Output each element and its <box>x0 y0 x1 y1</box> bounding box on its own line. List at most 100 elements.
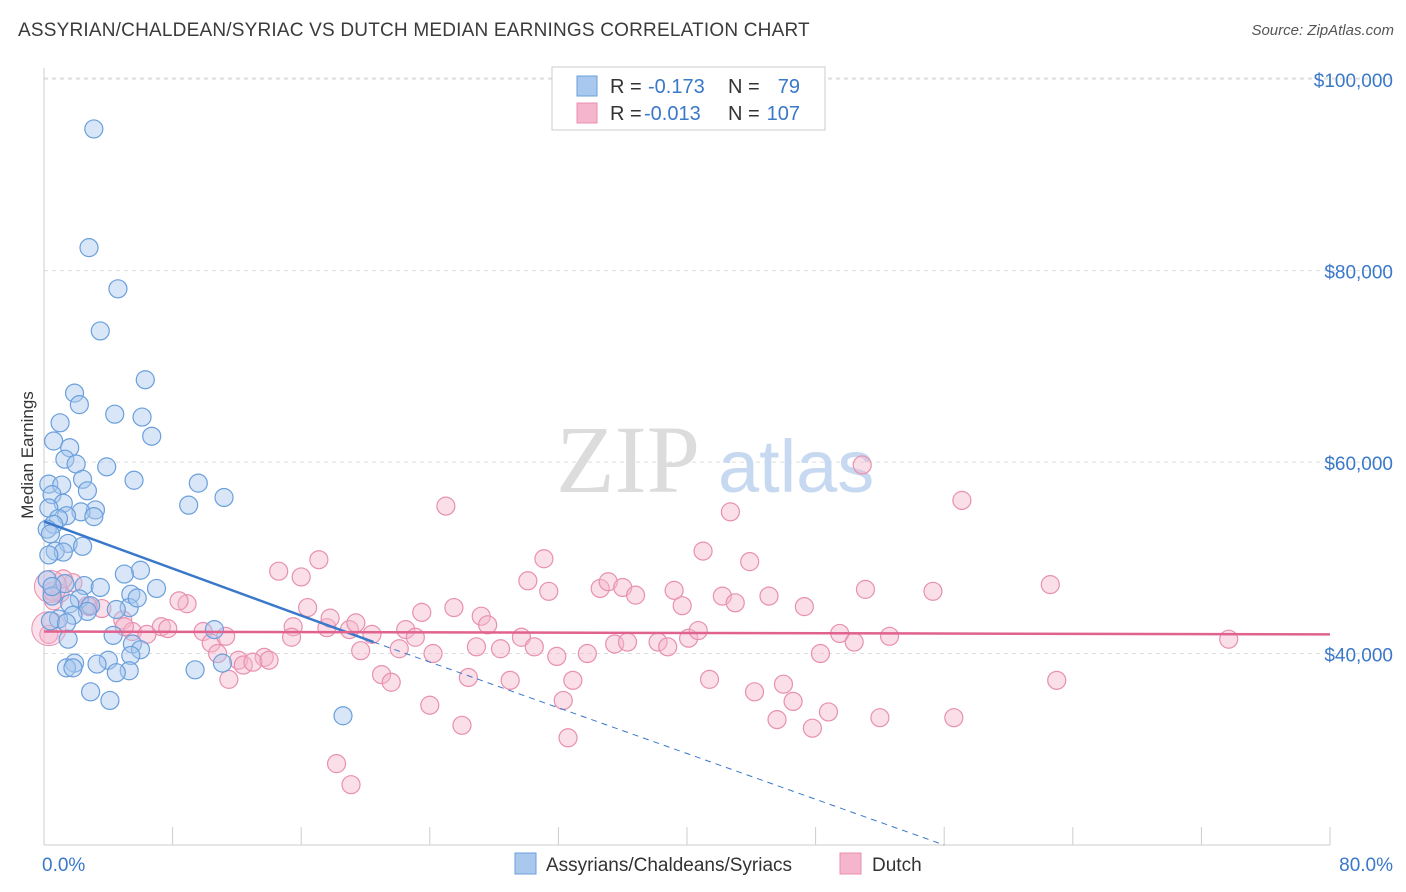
assyrian-point-12 <box>60 438 80 458</box>
watermark-zip: ZIP <box>556 406 700 513</box>
dutch-point-6 <box>169 591 189 611</box>
dutch-point-68 <box>625 585 646 605</box>
dutch-point-54 <box>518 571 538 591</box>
assyrian-point-73 <box>106 663 126 683</box>
dutch-point-76 <box>699 669 720 689</box>
assyrian-point-21 <box>77 481 98 501</box>
assyrian-point-15 <box>97 457 117 477</box>
dutch-point-80 <box>740 552 760 572</box>
assyrian-point-39 <box>39 545 59 565</box>
dutch-point-63 <box>590 578 610 599</box>
dutch-cluster-point-0 <box>33 570 67 604</box>
dutch-point-99 <box>1040 575 1060 595</box>
assyrian-point-7 <box>105 404 125 424</box>
y-tick-label-0: $40,000 <box>1324 646 1393 667</box>
dutch-point-38 <box>389 639 409 659</box>
legend-r-label-2: R = <box>610 103 642 125</box>
assyrian-point-3 <box>90 321 110 341</box>
legend-n-label-2: N = <box>728 103 760 125</box>
assyrian-point-8 <box>132 407 152 427</box>
dutch-point-52 <box>500 670 520 690</box>
dutch-point-92 <box>852 455 872 475</box>
dutch-point-96 <box>923 581 943 601</box>
assyrian-point-54 <box>77 601 98 622</box>
assyrian-point-10 <box>142 426 162 446</box>
dutch-point-67 <box>617 632 638 652</box>
y-tick-label-2: $80,000 <box>1324 263 1393 284</box>
dutch-point-75 <box>693 541 713 561</box>
dutch-point-86 <box>794 597 814 617</box>
assyrian-point-64 <box>121 645 141 666</box>
dutch-point-60 <box>558 728 578 748</box>
dutch-point-61 <box>563 670 583 690</box>
assyrian-point-16 <box>72 469 93 489</box>
dutch-point-44 <box>436 496 456 516</box>
dutch-point-100 <box>1047 670 1067 690</box>
dutch-point-36 <box>371 664 392 685</box>
assyrian-point-53 <box>106 599 126 620</box>
assyrian-point-59 <box>204 620 224 640</box>
y-tick-label-1: $60,000 <box>1324 454 1393 475</box>
dutch-point-48 <box>466 637 487 657</box>
dutch-point-105 <box>158 619 178 639</box>
dutch-point-34 <box>351 641 371 661</box>
series-legend: Assyrians/Chaldeans/Syriacs Dutch <box>514 852 922 876</box>
watermark-atlas: atlas <box>718 425 874 508</box>
assyrian-point-23 <box>214 487 234 508</box>
dutch-point-5 <box>92 598 112 619</box>
legend-r-value-2: -0.013 <box>644 103 701 125</box>
dutch-point-59 <box>553 690 573 711</box>
dutch-point-27 <box>298 597 318 618</box>
series-legend-label-blue: Assyrians/Chaldeans/Syriacs <box>546 855 792 876</box>
dutch-point-101 <box>1219 629 1239 649</box>
assyrian-trend-line <box>43 520 374 644</box>
legend-r-label-1: R = <box>610 76 642 98</box>
dutch-point-23 <box>291 567 311 587</box>
dutch-point-57 <box>539 581 559 601</box>
assyrian-point-78 <box>127 588 147 608</box>
dutch-point-97 <box>944 708 964 728</box>
dutch-point-87 <box>802 718 822 738</box>
dutch-point-22 <box>269 561 289 581</box>
series-legend-label-pink: Dutch <box>872 855 922 876</box>
dutch-point-55 <box>524 637 544 657</box>
dutch-point-82 <box>759 586 779 606</box>
dutch-point-74 <box>688 620 708 641</box>
assyrian-point-9 <box>50 413 70 433</box>
dutch-point-43 <box>420 695 440 715</box>
dutch-point-56 <box>534 549 554 569</box>
assyrian-point-61 <box>58 629 78 649</box>
dutch-point-91 <box>844 632 864 652</box>
dutch-point-16 <box>208 643 228 664</box>
dutch-point-20 <box>219 669 239 689</box>
assyrian-point-38 <box>53 542 73 562</box>
dutch-point-0 <box>63 573 83 593</box>
y-axis-label: Median Earnings <box>18 391 37 519</box>
dutch-trend-line <box>43 630 1331 636</box>
dutch-point-50 <box>478 615 498 635</box>
assyrian-point-51 <box>81 596 101 616</box>
dutch-point-41 <box>412 602 432 622</box>
dutch-point-31 <box>346 613 366 633</box>
legend-n-value-1: 79 <box>778 76 800 98</box>
assyrian-point-60 <box>103 625 123 645</box>
dutch-point-64 <box>598 572 618 592</box>
assyrian-point-24 <box>53 493 73 513</box>
legend-n-label-1: N = <box>728 76 760 98</box>
assyrian-point-74 <box>81 682 101 702</box>
dutch-point-84 <box>773 674 794 694</box>
assyrian-point-46 <box>146 578 167 599</box>
assyrian-point-34 <box>40 524 61 544</box>
dutch-point-62 <box>577 643 597 664</box>
dutch-point-51 <box>490 639 511 659</box>
dutch-point-47 <box>458 667 478 688</box>
assyrian-trend-dashed <box>373 641 945 846</box>
assyrian-point-4 <box>135 370 155 390</box>
legend-swatch-pink <box>576 102 598 124</box>
dutch-point-37 <box>381 672 401 692</box>
dutch-point-81 <box>744 682 765 702</box>
dutch-point-70 <box>658 637 678 657</box>
series-legend-swatch-pink <box>839 852 862 875</box>
dutch-point-95 <box>879 626 900 646</box>
